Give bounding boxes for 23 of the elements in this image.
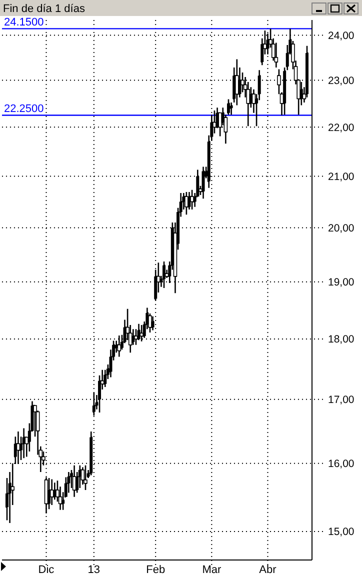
x-tick-label: Abr — [259, 564, 277, 576]
y-tick-label: 22,00 — [328, 122, 354, 134]
ref-line-label: 24.1500 — [4, 16, 44, 29]
ref-line-label: 22.2500 — [4, 103, 44, 116]
y-tick-label: 18,00 — [328, 334, 354, 346]
x-tick-label: Dic — [38, 564, 55, 576]
y-tick-label: 21,00 — [328, 170, 354, 183]
y-tick-label: 16,00 — [328, 458, 354, 470]
y-tick-label: 19,00 — [328, 276, 354, 289]
x-tick-label: 13 — [88, 564, 100, 576]
x-tick-label: Feb — [146, 564, 166, 576]
y-tick-label: 17,00 — [328, 394, 354, 406]
candlestick — [274, 42, 278, 68]
candlestick — [84, 464, 88, 491]
candlestick — [246, 81, 250, 127]
candlestick — [67, 471, 70, 494]
y-tick-label: 23,00 — [328, 74, 354, 87]
y-tick-label: 15,00 — [328, 526, 354, 538]
chart-title: Fin de día 1 días — [3, 3, 86, 15]
x-tick-label: Mar — [202, 564, 222, 576]
candlestick — [188, 191, 191, 210]
y-tick-label: 20,00 — [328, 222, 354, 234]
y-tick-label: 24,00 — [328, 30, 354, 42]
